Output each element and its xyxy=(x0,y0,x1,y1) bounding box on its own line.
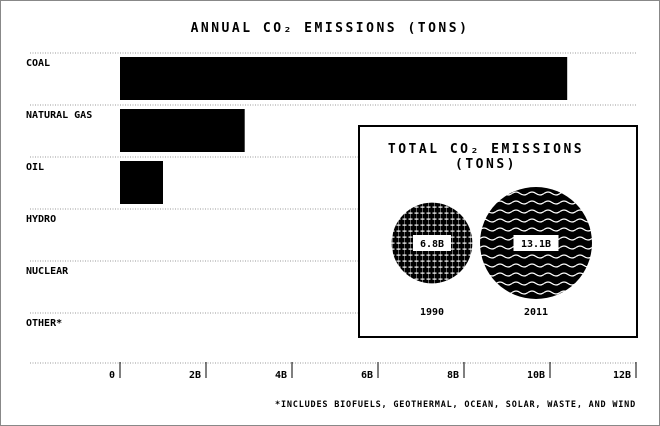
bar-coal xyxy=(120,57,568,100)
inset-title-line2: (TONS) xyxy=(455,157,517,172)
tick-label: 12B xyxy=(613,370,631,381)
bar-natural-gas xyxy=(120,109,245,152)
tick-label: 10B xyxy=(527,370,545,381)
footnote: *INCLUDES BIOFUELS, GEOTHERMAL, OCEAN, S… xyxy=(275,400,636,410)
total-emissions-inset: TOTAL CO₂ EMISSIONS (TONS) 6.8B 1990 13.1B… xyxy=(358,125,638,338)
bubble-year-label: 2011 xyxy=(524,307,548,318)
category-label: OIL xyxy=(26,162,44,173)
category-label: OTHER* xyxy=(26,318,62,329)
category-label: COAL xyxy=(26,58,50,69)
bubble-label-box xyxy=(413,235,451,251)
bar-oil xyxy=(120,161,163,204)
inset-title-line1: TOTAL CO₂ EMISSIONS xyxy=(388,142,584,157)
tick-label: 0 xyxy=(109,370,115,381)
chart-title: ANNUAL CO₂ EMISSIONS (TONS) xyxy=(191,21,470,36)
category-label: NUCLEAR xyxy=(26,266,69,277)
tick-label: 4B xyxy=(275,370,287,381)
bubble-label-box xyxy=(513,235,559,251)
bubble-year-label: 1990 xyxy=(420,307,444,318)
category-label: NATURAL GAS xyxy=(26,110,92,121)
bubble-value-label: 13.1B xyxy=(521,239,551,250)
bubble-value-label: 6.8B xyxy=(420,239,444,250)
category-label: HYDRO xyxy=(26,214,56,225)
tick-label: 6B xyxy=(361,370,373,381)
tick-label: 2B xyxy=(189,370,201,381)
tick-label: 8B xyxy=(447,370,459,381)
